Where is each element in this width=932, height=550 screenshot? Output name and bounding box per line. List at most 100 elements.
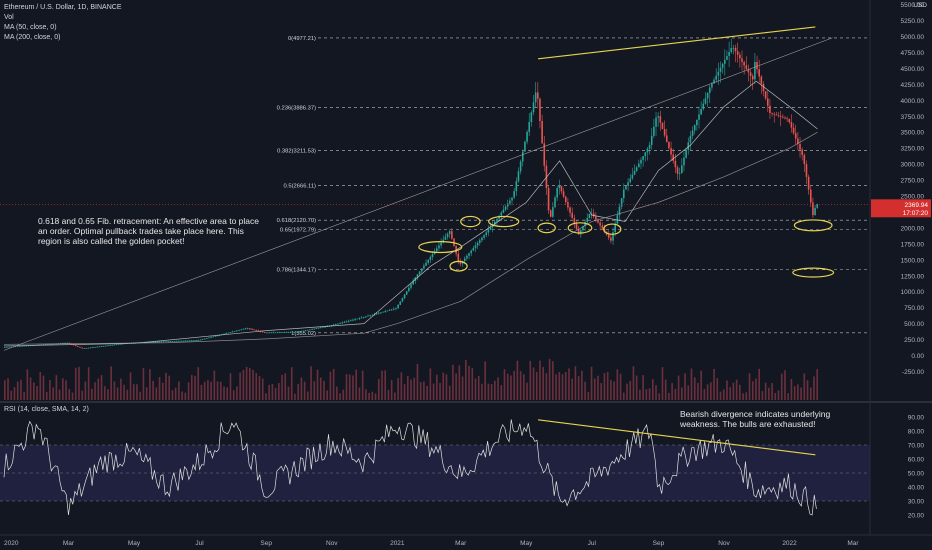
candle-body [367,315,369,317]
candle-body [620,198,623,207]
candle-body [255,329,258,331]
candle-body [524,141,526,152]
candle-body [393,308,395,310]
volume-bar [13,387,16,400]
time-tick-label: Sep [260,540,272,547]
candle-body [261,331,264,333]
volume-bar [751,381,754,400]
volume-bar [471,368,474,400]
volume-bar [97,378,100,400]
candle-body [289,332,292,333]
fib-annotation-text[interactable]: 0.618 and 0.65 Fib. retracement: An effe… [38,216,259,246]
volume-bar [91,388,93,400]
candle-body [214,335,217,337]
volume-bar [397,378,399,400]
candle-body [801,149,803,155]
rsi-annotation-text[interactable]: Bearish divergence indicates underlying … [680,409,831,429]
candle-body [152,341,154,343]
volume-bar [400,372,403,400]
volume-bar [523,374,525,400]
candle-body [279,332,281,334]
fib-level-label: 1(355.02) [291,331,316,337]
legend-ma50[interactable]: MA (50, close, 0) [4,24,57,31]
volume-bar [561,374,564,400]
volume-bar [100,375,103,400]
volume-bar [55,375,58,400]
price-tick-label: -250.00 [902,369,924,376]
legend-ma200[interactable]: MA (200, close, 0) [4,34,61,41]
fibonacci-retracement[interactable]: 0(4977.21) 0.236(3886.37) 0.382(3211.53) 0.… [277,36,868,337]
volume-bar [671,383,673,400]
candle-body [633,171,636,175]
candle-body [46,344,49,345]
candle-body [552,207,554,217]
volume-bar [103,386,106,400]
drawings-layer[interactable] [3,26,835,351]
volume-bar [706,384,709,400]
legend-rsi[interactable]: RSI (14, close, SMA, 14, 2) [4,406,89,413]
volume-bar [503,369,506,400]
candle-body [98,346,101,348]
candle-body [287,332,290,333]
candle-body [154,341,157,343]
candle-body [786,118,788,120]
candle-body [500,212,503,216]
candle-body [388,310,391,311]
volume-bar [448,385,451,400]
symbol-title[interactable]: Ethereum / U.S. Dollar, 1D, BINANCE [4,4,122,11]
candle-body [423,265,425,269]
volume-bar [297,383,299,400]
candle-body [777,115,780,117]
candle-body [573,218,576,224]
price-tick-label: 4250.00 [901,82,925,89]
candle-body [253,329,255,331]
volume-bar [732,382,735,400]
volume-bar [693,377,696,400]
candle-body [356,318,359,320]
volume-bar [368,392,370,400]
candle-body [592,213,595,217]
volume-bar [323,380,325,400]
candle-body [365,316,367,318]
candle-body [231,331,234,333]
volume-bar [442,372,445,400]
volume-bar [632,366,635,400]
candle-body [483,235,485,238]
candle-body [369,315,371,317]
candle-body [760,76,763,84]
candle-body [397,304,399,309]
volume-bar [33,382,35,400]
candle-body [416,274,419,278]
candle-body [436,248,438,252]
volume-bar [581,370,583,400]
volume-bar [374,393,377,400]
volume-bar [616,369,619,400]
volume-bar [361,370,364,400]
candle-body [180,340,182,342]
time-tick-label: Nov [326,540,338,547]
candle-body [537,92,539,99]
volume-bar [7,378,9,400]
candle-body [399,301,402,305]
volume-bar [303,381,306,400]
volume-bar [226,387,229,400]
candle-body [756,62,758,70]
legend-volume[interactable]: Vol [4,14,14,21]
candle-body [223,333,225,335]
candle-body [225,333,227,334]
volume-bar [68,389,71,400]
candle-body [440,242,442,246]
fib-level-label: 0.786(1344.17) [277,268,316,274]
candle-body [764,91,767,99]
volume-bar [777,390,780,400]
candle-body [751,75,754,80]
candle-body [547,188,550,211]
candle-body [102,345,105,347]
volume-bar [174,387,177,400]
volume-bar [49,380,51,400]
volume-bar [271,383,274,400]
volume-bar [529,360,532,400]
candle-body [719,67,722,72]
volume-bar [87,367,90,400]
